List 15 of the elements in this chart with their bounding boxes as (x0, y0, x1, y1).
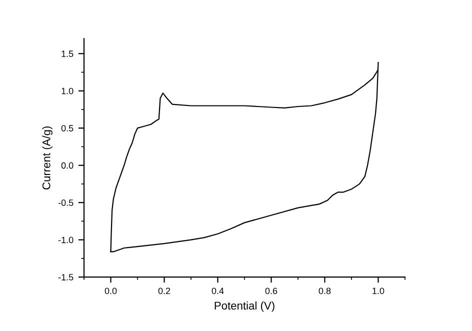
y-tick-label: 0.5 (61, 125, 74, 132)
y-tick-label: 1.0 (62, 88, 74, 94)
y-tick-label: -1.0 (58, 236, 74, 244)
y-tick-label: 0.0 (61, 162, 74, 169)
x-tick-label: 0.0 (104, 288, 117, 294)
y-tick-label: -1.5 (58, 274, 74, 280)
x-tick-label: 0.8 (318, 288, 331, 294)
x-tick-label: 0.4 (212, 288, 224, 294)
y-axis-title: Current (A/g) (42, 126, 52, 190)
y-tick-label: 1.5 (62, 50, 74, 57)
y-tick-label: -0.5 (58, 200, 74, 206)
x-tick-label: 1.0 (372, 288, 384, 294)
x-tick-label: 0.2 (158, 288, 170, 294)
x-axis-title: Potential (V) (214, 301, 274, 312)
x-tick-label: 0.6 (265, 288, 278, 294)
